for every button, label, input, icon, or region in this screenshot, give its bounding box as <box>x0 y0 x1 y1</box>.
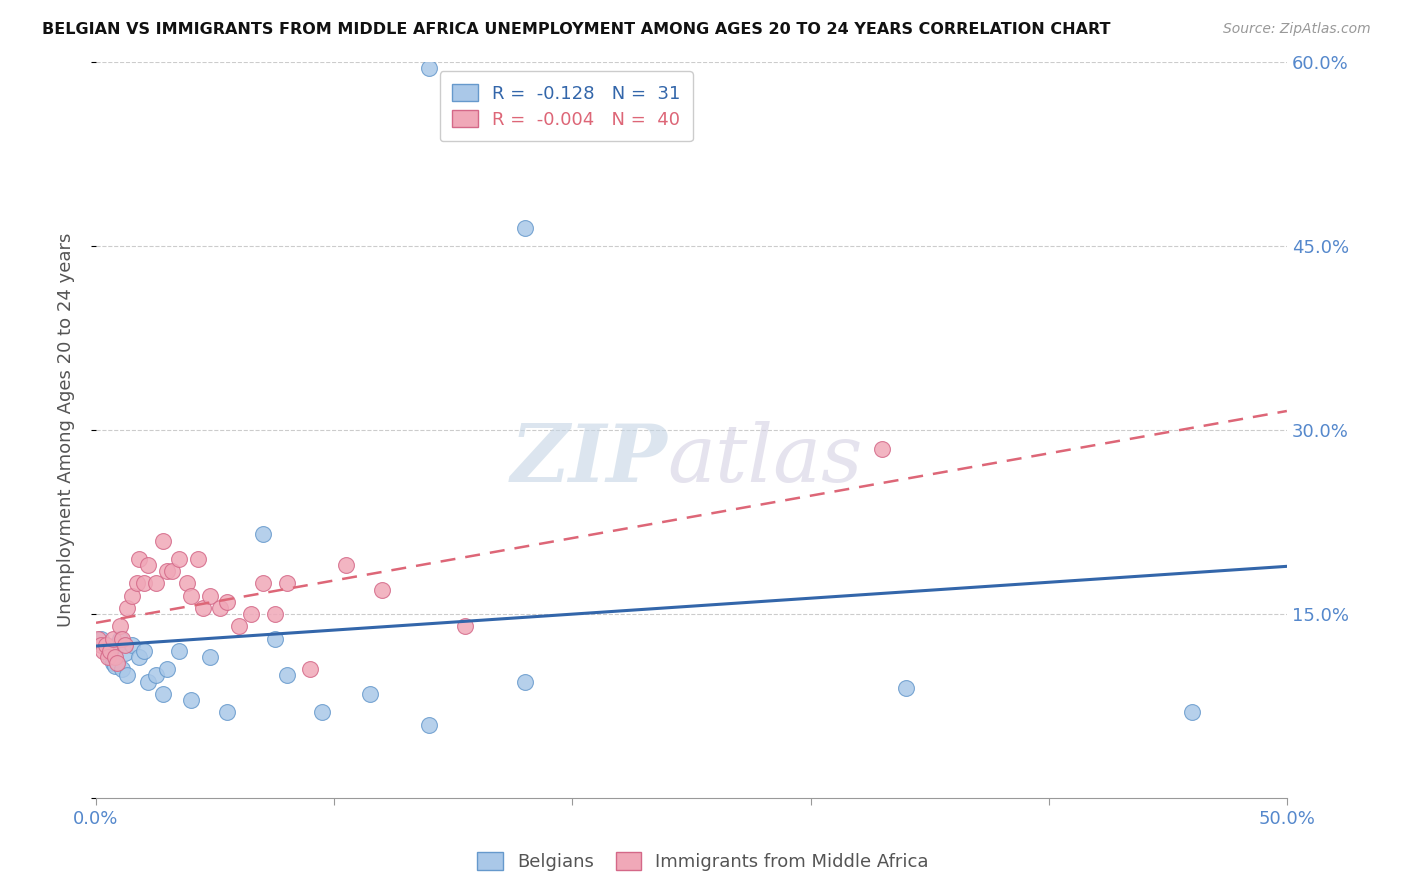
Point <box>98 644 121 658</box>
Point <box>208 601 231 615</box>
Point <box>193 601 215 615</box>
Point <box>138 558 160 572</box>
Point <box>276 576 298 591</box>
Point <box>252 576 274 591</box>
Point <box>107 657 129 671</box>
Point <box>187 552 209 566</box>
Point <box>359 687 381 701</box>
Point <box>97 644 120 658</box>
Point <box>311 706 333 720</box>
Point <box>94 638 117 652</box>
Text: Source: ZipAtlas.com: Source: ZipAtlas.com <box>1223 22 1371 37</box>
Point <box>152 687 174 701</box>
Point <box>156 564 179 578</box>
Point <box>125 576 148 591</box>
Point <box>276 668 298 682</box>
Point <box>263 607 285 621</box>
Point <box>108 619 131 633</box>
Point <box>156 662 179 676</box>
Point <box>107 638 129 652</box>
Point <box>239 607 262 621</box>
Point <box>335 558 357 572</box>
Point <box>91 644 114 658</box>
Point <box>104 650 127 665</box>
Point <box>97 650 120 665</box>
Point <box>894 681 917 695</box>
Text: ZIP: ZIP <box>510 421 668 499</box>
Point <box>111 632 134 646</box>
Point <box>454 619 477 633</box>
Point <box>371 582 394 597</box>
Point <box>1180 706 1202 720</box>
Point <box>108 632 131 646</box>
Point <box>121 589 143 603</box>
Point <box>90 632 112 646</box>
Point <box>200 650 222 665</box>
Point <box>145 576 167 591</box>
Point <box>418 717 440 731</box>
Point <box>870 442 893 456</box>
Point <box>101 632 124 646</box>
Point <box>90 638 112 652</box>
Text: atlas: atlas <box>668 421 863 499</box>
Point <box>98 650 121 665</box>
Point <box>299 662 322 676</box>
Point <box>263 632 285 646</box>
Point <box>94 638 117 652</box>
Point <box>132 576 155 591</box>
Point <box>111 662 134 676</box>
Point <box>128 650 150 665</box>
Point <box>132 644 155 658</box>
Legend: R =  -0.128   N =  31, R =  -0.004   N =  40: R = -0.128 N = 31, R = -0.004 N = 40 <box>440 71 693 141</box>
Point <box>101 657 124 671</box>
Point <box>115 601 138 615</box>
Legend: Belgians, Immigrants from Middle Africa: Belgians, Immigrants from Middle Africa <box>470 846 936 879</box>
Point <box>176 576 198 591</box>
Point <box>180 589 202 603</box>
Point <box>169 552 191 566</box>
Point <box>215 706 238 720</box>
Point <box>115 668 138 682</box>
Point <box>160 564 183 578</box>
Point <box>145 668 167 682</box>
Point <box>114 638 136 652</box>
Point <box>138 674 160 689</box>
Point <box>180 693 202 707</box>
Point <box>121 638 143 652</box>
Point <box>228 619 250 633</box>
Point <box>418 62 440 76</box>
Point <box>114 646 136 660</box>
Point <box>104 658 127 673</box>
Text: BELGIAN VS IMMIGRANTS FROM MIDDLE AFRICA UNEMPLOYMENT AMONG AGES 20 TO 24 YEARS : BELGIAN VS IMMIGRANTS FROM MIDDLE AFRICA… <box>42 22 1111 37</box>
Point <box>87 632 110 646</box>
Point <box>200 589 222 603</box>
Point <box>513 674 536 689</box>
Point <box>152 533 174 548</box>
Point <box>513 220 536 235</box>
Y-axis label: Unemployment Among Ages 20 to 24 years: Unemployment Among Ages 20 to 24 years <box>58 233 75 627</box>
Point <box>169 644 191 658</box>
Point <box>252 527 274 541</box>
Point <box>215 595 238 609</box>
Point <box>128 552 150 566</box>
